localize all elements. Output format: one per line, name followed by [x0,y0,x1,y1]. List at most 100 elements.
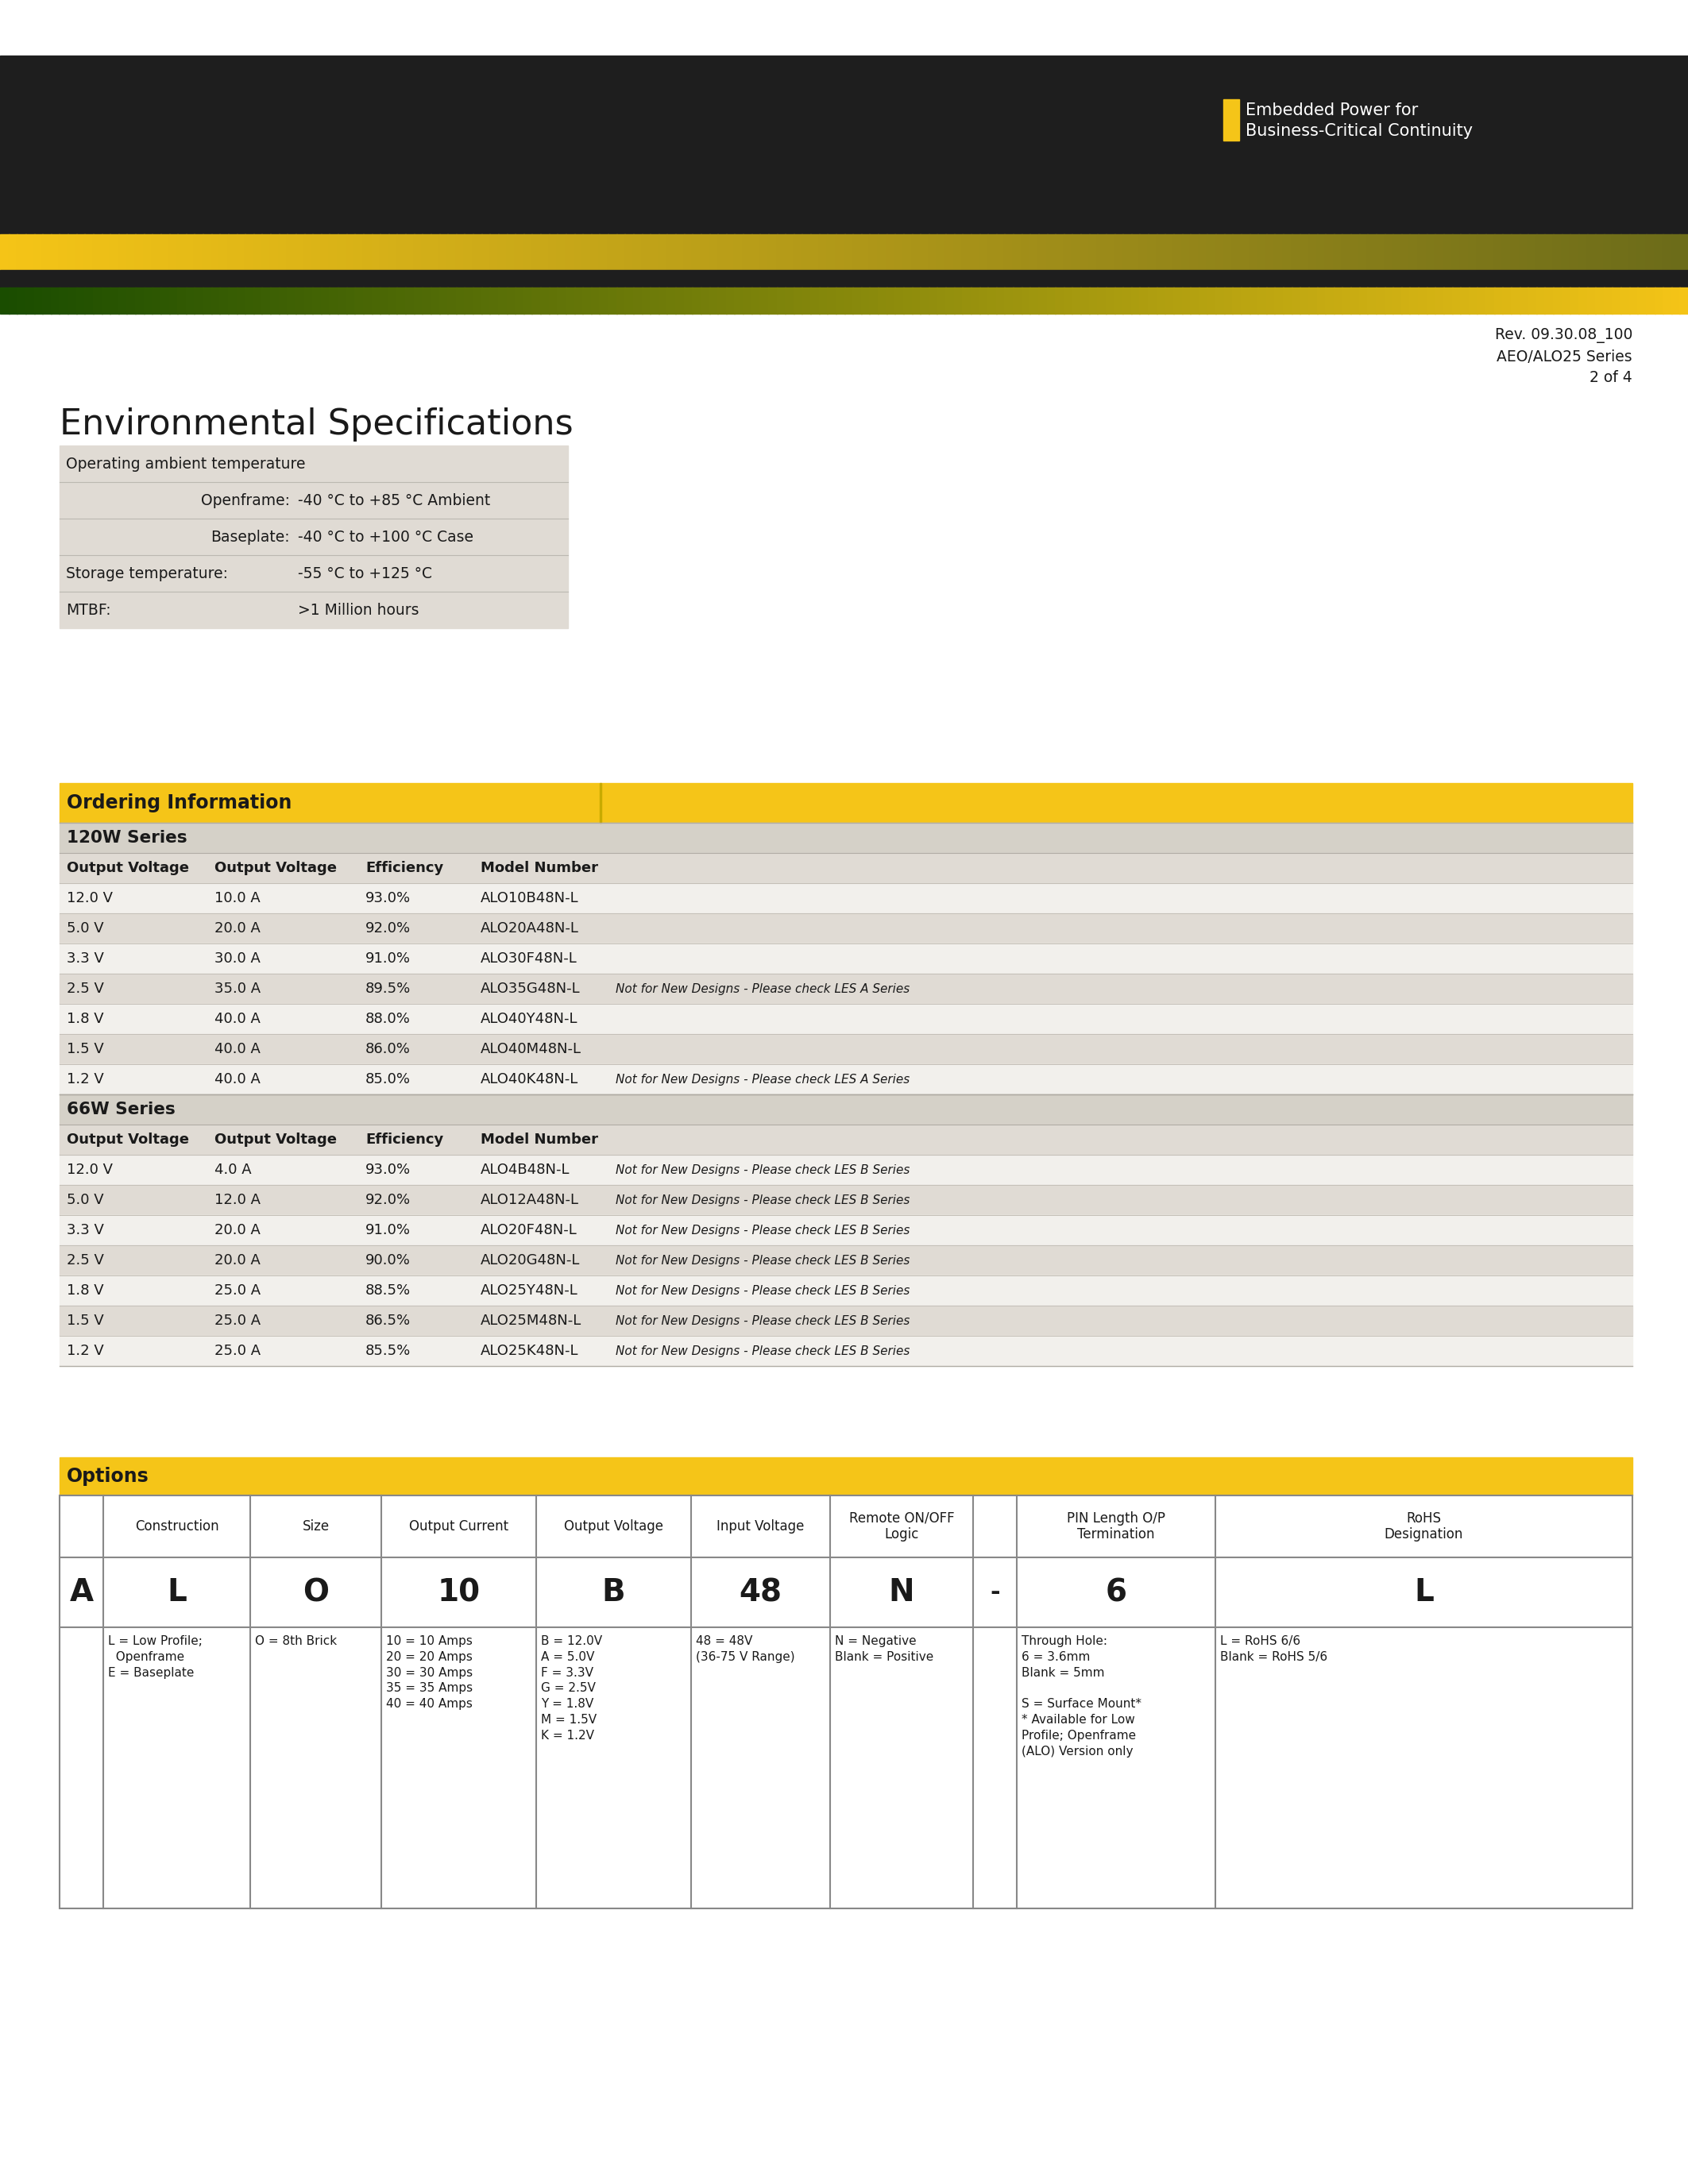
Bar [895,288,903,314]
Bar [1671,288,1680,314]
Bar [1182,288,1190,314]
Bar [1047,234,1055,271]
Bar [1055,234,1063,271]
Bar [937,234,945,271]
Bar [380,288,388,314]
Bar [785,288,793,314]
Bar [819,234,827,271]
Text: 35.0 A: 35.0 A [214,981,260,996]
Bar [1536,288,1545,314]
Bar [1426,234,1435,271]
Bar [768,234,776,271]
Bar [971,288,979,314]
Bar [1426,288,1435,314]
Bar [701,288,709,314]
Bar [1359,288,1367,314]
Text: 88.0%: 88.0% [365,1011,410,1026]
Bar [1249,288,1258,314]
Bar [405,288,414,314]
Bar [861,234,869,271]
Bar [312,288,321,314]
Text: Operating ambient temperature: Operating ambient temperature [66,456,306,472]
Text: Output Voltage: Output Voltage [68,1133,189,1147]
Bar [667,288,675,314]
Bar [987,234,996,271]
Text: 12.0 V: 12.0 V [68,1162,113,1177]
Bar [810,234,819,271]
Bar [84,288,93,314]
Bar [490,234,498,271]
Bar [1367,234,1376,271]
Text: 20.0 A: 20.0 A [214,1254,260,1267]
Bar [650,288,658,314]
Bar [1511,288,1519,314]
Bar [59,1214,1632,1245]
Text: L = Low Profile;
  Openframe
E = Baseplate: L = Low Profile; Openframe E = Baseplate [108,1636,203,1679]
Text: B: B [603,1577,625,1607]
Bar [962,288,971,314]
Bar [59,854,1632,882]
Bar [776,234,785,271]
Text: 85.0%: 85.0% [365,1072,410,1085]
Text: 12.0 V: 12.0 V [68,891,113,906]
Bar [101,234,110,271]
Bar [1502,234,1511,271]
Bar [329,234,338,271]
Bar [1536,234,1545,271]
Text: Openframe:: Openframe: [201,494,290,509]
Bar [1460,288,1469,314]
Bar [1139,234,1148,271]
Bar [76,288,84,314]
Text: RoHS
Designation: RoHS Designation [1384,1511,1463,1542]
Bar [1637,234,1646,271]
Bar [439,288,447,314]
Bar [1620,234,1629,271]
Bar [8,234,17,271]
Text: 40.0 A: 40.0 A [214,1011,260,1026]
Text: 5.0 V: 5.0 V [68,922,103,935]
Bar [59,1496,1632,1909]
Text: 2.5 V: 2.5 V [68,981,105,996]
Bar [397,288,405,314]
Bar [169,288,177,314]
Bar [920,288,928,314]
Text: 86.5%: 86.5% [365,1313,410,1328]
Bar [1080,288,1089,314]
Bar [59,1275,1632,1306]
Bar [1367,288,1376,314]
Bar [1030,288,1038,314]
Bar [1038,234,1047,271]
Bar [414,234,422,271]
Bar [110,234,118,271]
Bar [1241,288,1249,314]
Bar [456,234,464,271]
Bar [68,234,76,271]
Bar [996,234,1004,271]
Bar [59,1125,1632,1155]
Bar [1418,234,1426,271]
Bar [557,234,565,271]
Bar [194,288,203,314]
Bar [1097,288,1106,314]
Text: 25.0 A: 25.0 A [214,1284,260,1297]
Bar [675,234,684,271]
Bar [1570,288,1578,314]
Bar [1384,234,1393,271]
Text: ALO25M48N-L: ALO25M48N-L [481,1313,582,1328]
Text: Not for New Designs - Please check LES A Series: Not for New Designs - Please check LES A… [616,1072,910,1085]
Bar [802,288,810,314]
Bar [827,288,836,314]
Bar [422,288,430,314]
Bar [236,234,245,271]
Bar [717,288,726,314]
Bar [1553,288,1561,314]
Text: 5.0 V: 5.0 V [68,1192,103,1208]
Bar [304,234,312,271]
Text: 1.2 V: 1.2 V [68,1072,105,1085]
Bar [1224,234,1232,271]
Bar [1342,234,1350,271]
Text: Output Voltage: Output Voltage [214,1133,338,1147]
Bar [1013,234,1021,271]
Text: 91.0%: 91.0% [365,1223,410,1238]
Bar [1258,288,1266,314]
